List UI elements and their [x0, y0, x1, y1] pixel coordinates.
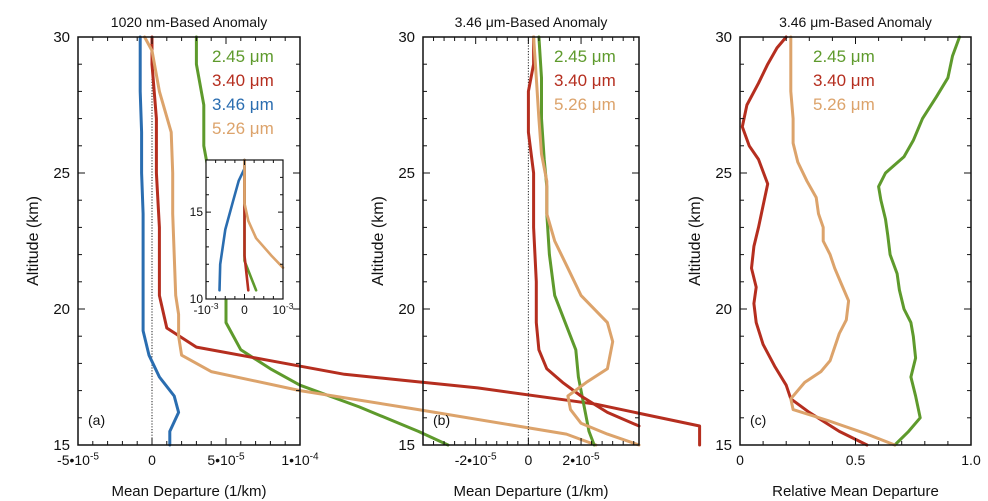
legend-entry: 3.40 μm	[212, 71, 274, 90]
series-line-2	[138, 35, 181, 447]
plot-frame	[422, 36, 640, 446]
inset-y-tick-label: 10	[190, 292, 204, 306]
legend-entry: 5.26 μm	[813, 95, 875, 114]
legend-entry: 3.40 μm	[813, 71, 875, 90]
panel-letter: (a)	[88, 412, 105, 428]
y-axis-label: Altitude (km)	[687, 196, 704, 286]
y-tick-label: 30	[398, 29, 415, 46]
legend-entry: 2.45 μm	[813, 47, 875, 66]
legend-entry: 2.45 μm	[212, 47, 274, 66]
y-tick-label: 25	[715, 165, 732, 182]
y-tick-label: 20	[715, 301, 732, 318]
x-tick-label: 1.0	[961, 452, 981, 468]
series-line-2	[532, 35, 641, 447]
legend-entry: 5.26 μm	[554, 95, 616, 114]
series-line-0	[537, 35, 596, 447]
x-tick-label: 0	[524, 452, 532, 468]
inset-plot: -10-3 0 10-3 10 15	[190, 158, 294, 317]
panel-title: 1020 nm-Based Anomaly	[111, 14, 267, 30]
inset-x-tick-label: -10-3	[193, 301, 218, 317]
inset-x-tick-label: 10-3	[272, 301, 293, 317]
series-line-1	[526, 35, 641, 428]
plot-frame	[77, 36, 301, 446]
panel-letter: (b)	[433, 412, 450, 428]
x-tick-label: 0	[736, 452, 744, 468]
panel-letter: (c)	[750, 412, 766, 428]
inset-x-tick-label: 0	[241, 303, 248, 317]
panel-c: 3.46 μm-Based Anomaly 0 0.5 1.0 15 20 25 30 Rela…	[687, 14, 981, 500]
panel-b: 3.46 μm-Based Anomaly -2•10-5 0 2•10-5 15 20 2…	[370, 14, 641, 500]
legend-entry: 2.45 μm	[554, 47, 616, 66]
x-axis-label: Mean Departure (1/km)	[111, 483, 266, 500]
series-line-0	[877, 35, 961, 447]
y-tick-label: 20	[398, 301, 415, 318]
y-axis-label: Altitude (km)	[370, 196, 387, 286]
y-tick-label: 15	[53, 437, 70, 454]
inset-y-tick-label: 15	[190, 205, 204, 219]
x-tick-label: 0	[148, 452, 156, 468]
panel-a: 1020 nm-Based Anomaly -5•10-5 0 5•10-5 1•10-…	[25, 14, 702, 500]
x-axis-label: Relative Mean Departure	[772, 483, 939, 500]
series-line-3	[143, 35, 598, 447]
x-tick-label: 5•10-5	[207, 451, 245, 468]
y-tick-label: 30	[53, 29, 70, 46]
y-tick-label: 30	[715, 29, 732, 46]
legend-entry: 3.46 μm	[212, 95, 274, 114]
inset-series-line-3	[243, 158, 285, 269]
x-axis-label: Mean Departure (1/km)	[453, 483, 608, 500]
y-tick-label: 20	[53, 301, 70, 318]
y-tick-label: 15	[398, 437, 415, 454]
x-tick-label: 0.5	[846, 452, 866, 468]
y-tick-label: 15	[715, 437, 732, 454]
y-axis-label: Altitude (km)	[25, 196, 42, 286]
x-tick-label: 2•10-5	[562, 451, 600, 468]
series-line-1	[150, 35, 702, 447]
x-tick-label: -5•10-5	[57, 451, 99, 468]
series-line-2	[789, 35, 897, 447]
y-tick-label: 25	[398, 165, 415, 182]
panel-title: 3.46 μm-Based Anomaly	[779, 14, 932, 30]
series-line-1	[740, 35, 869, 447]
panel-title: 3.46 μm-Based Anomaly	[455, 14, 608, 30]
legend-entry: 3.40 μm	[554, 71, 616, 90]
x-tick-label: 1•10-4	[281, 451, 319, 468]
legend-entry: 5.26 μm	[212, 119, 274, 138]
x-tick-label: -2•10-5	[455, 451, 497, 468]
y-tick-label: 25	[53, 165, 70, 182]
